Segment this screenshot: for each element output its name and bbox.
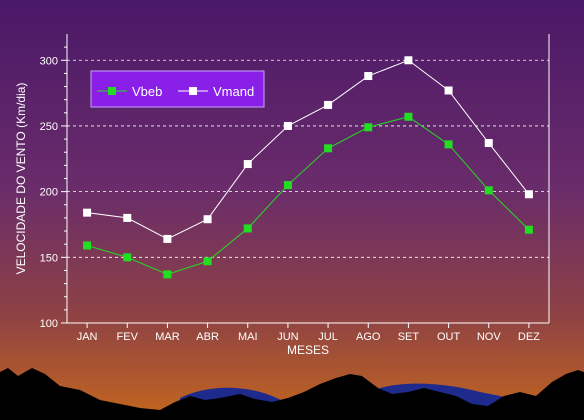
- y-tick-label: 100: [40, 318, 58, 330]
- x-tick-label: FEV: [117, 331, 139, 343]
- series-vmand: [83, 56, 533, 243]
- x-tick-label: DEZ: [518, 331, 540, 343]
- x-tick-label: JAN: [77, 331, 98, 343]
- data-point-vmand: [123, 213, 132, 222]
- y-tick-label: 200: [40, 187, 58, 199]
- x-tick-label: JUL: [318, 331, 338, 343]
- plot-area: 100 150 200 250 300 JAN FEV MAR ABR MAI JUN JUL AGO…: [40, 34, 550, 343]
- x-tick-label: MAI: [238, 331, 258, 343]
- y-tick-label: 300: [40, 55, 58, 67]
- data-point-vmand: [283, 121, 292, 130]
- legend-marker-vbeb: [108, 87, 116, 95]
- x-tick-label: SET: [398, 331, 420, 343]
- legend-marker-vmand: [189, 87, 197, 95]
- data-point-vbeb: [444, 140, 453, 149]
- data-point-vbeb: [83, 241, 92, 250]
- x-tick-label: OUT: [437, 331, 461, 343]
- legend-item-vmand: Vmand: [178, 84, 254, 99]
- data-point-vbeb: [524, 225, 533, 234]
- series-line-vbeb: [86, 116, 530, 275]
- data-point-vmand: [203, 215, 212, 224]
- x-tick-label: NOV: [477, 331, 502, 343]
- landscape-silhouette: [0, 368, 584, 420]
- y-axis-ticks: 100 150 200 250 300: [40, 46, 67, 330]
- gridlines: [67, 59, 549, 258]
- data-point-vbeb: [404, 112, 413, 121]
- data-point-vmand: [163, 234, 172, 243]
- series-line-vmand: [87, 59, 530, 240]
- legend-label-vmand: Vmand: [213, 84, 254, 99]
- data-point-vmand: [444, 86, 453, 95]
- x-tick-label: AGO: [356, 331, 381, 343]
- data-point-vmand: [364, 72, 373, 81]
- x-axis-ticks: JAN FEV MAR ABR MAI JUN JUL AGO SET OUT NOV DEZ: [77, 323, 540, 343]
- data-point-vbeb: [123, 253, 132, 262]
- data-point-vmand: [324, 100, 333, 109]
- mountain-silhouette: [0, 368, 584, 420]
- legend: Vbeb Vmand: [90, 70, 265, 108]
- data-point-vbeb: [243, 224, 252, 233]
- x-tick-label: MAR: [155, 331, 180, 343]
- x-tick-label: JUN: [277, 331, 298, 343]
- data-point-vbeb: [364, 123, 373, 132]
- data-point-vmand: [243, 160, 252, 169]
- legend-item-vbeb: Vbeb: [97, 84, 162, 99]
- data-point-vmand: [524, 190, 533, 199]
- data-series: [83, 56, 533, 279]
- y-tick-label: 250: [40, 121, 58, 133]
- x-axis-label: MESES: [287, 343, 329, 357]
- data-point-vmand: [404, 56, 413, 65]
- y-axis-label: VELOCIDADE DO VENTO (Km/dia): [14, 83, 28, 275]
- y-tick-label: 150: [40, 252, 58, 264]
- data-point-vmand: [83, 208, 92, 217]
- x-tick-label: ABR: [196, 331, 219, 343]
- data-point-vbeb: [283, 181, 292, 190]
- data-point-vmand: [484, 139, 493, 148]
- data-point-vbeb: [324, 144, 333, 153]
- legend-label-vbeb: Vbeb: [132, 84, 162, 99]
- data-point-vbeb: [203, 257, 212, 266]
- data-point-vbeb: [163, 270, 172, 279]
- series-vbeb: [83, 112, 533, 279]
- data-point-vbeb: [484, 186, 493, 195]
- legend-box: [90, 70, 265, 108]
